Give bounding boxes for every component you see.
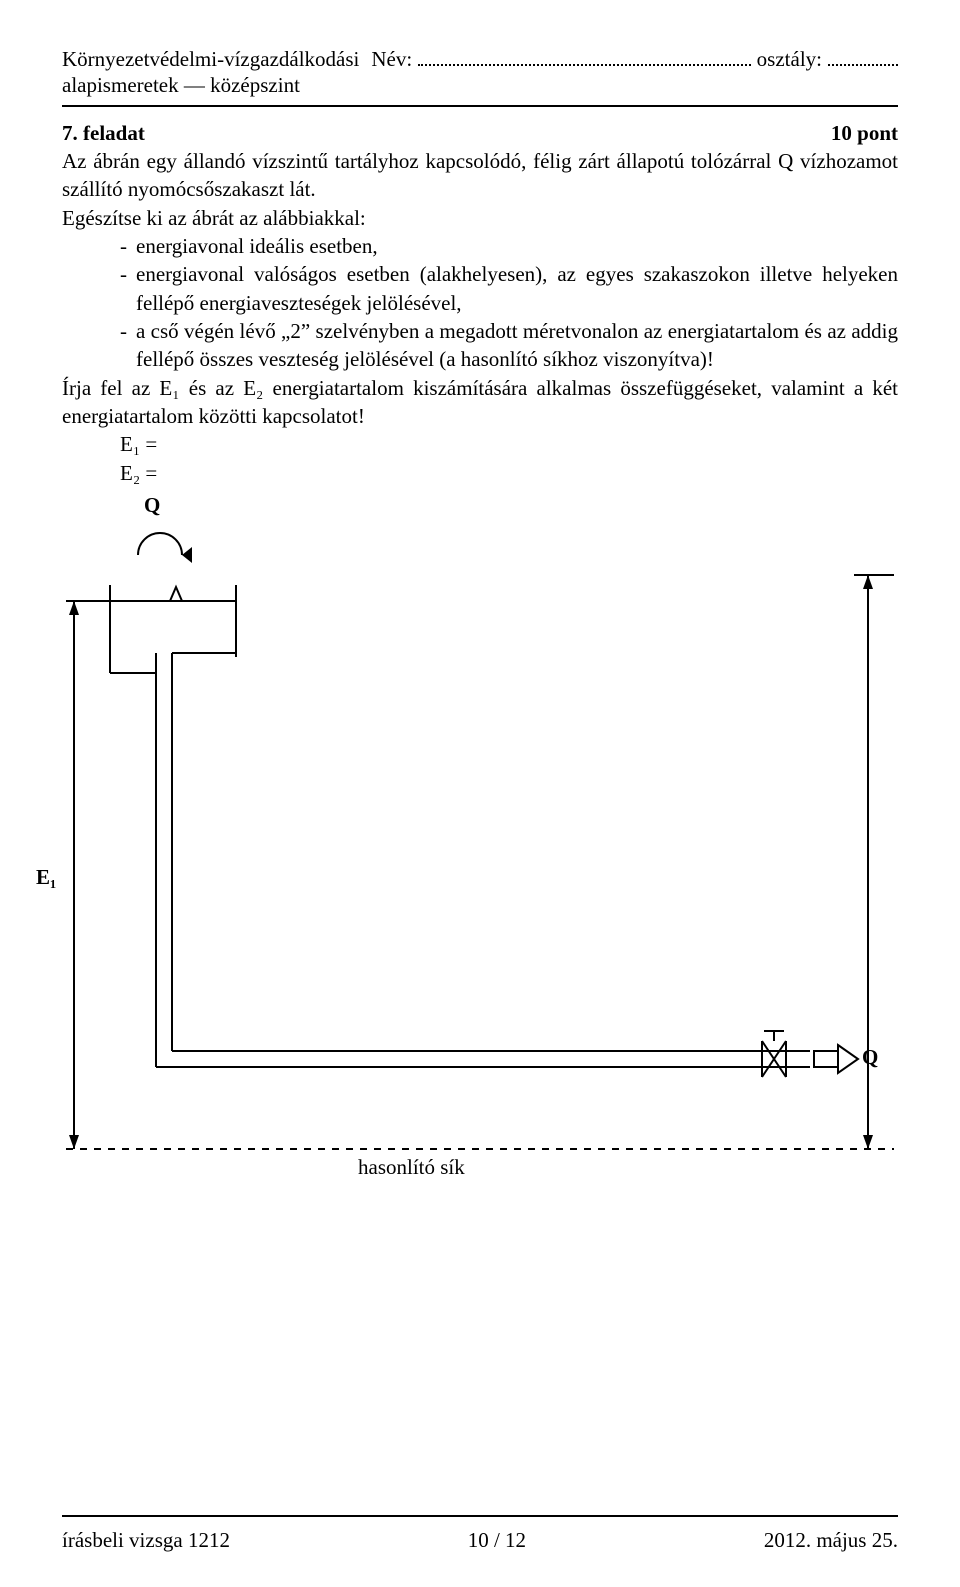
subject-line-2: alapismeretek — középszint — [62, 72, 359, 98]
bullet-item: - a cső végén lévő „2” szelvényben a meg… — [120, 317, 898, 374]
pipe-diagram-svg — [66, 493, 894, 1223]
name-dotted-line[interactable] — [418, 47, 750, 66]
subject-line-1: Környezetvédelmi-vízgazdálkodási — [62, 46, 359, 72]
task-header: 7. feladat 10 pont — [62, 119, 898, 147]
header-rule — [62, 105, 898, 107]
footer-center: 10 / 12 — [468, 1528, 526, 1553]
footer-left: írásbeli vizsga 1212 — [62, 1528, 230, 1553]
name-label: Név: — [371, 46, 412, 72]
equation-e2: E₂ = — [120, 459, 898, 487]
task-bullets: - energiavonal ideális esetben, - energi… — [62, 232, 898, 374]
page: Környezetvédelmi-vízgazdálkodási alapism… — [0, 0, 960, 1587]
bullet-item: - energiavonal ideális esetben, — [120, 232, 898, 260]
bullet-dash-icon: - — [120, 317, 136, 374]
task-points: 10 pont — [831, 119, 898, 147]
page-footer: írásbeli vizsga 1212 10 / 12 2012. május… — [62, 1528, 898, 1553]
bullet-text: energiavonal valóságos esetben (alakhely… — [136, 260, 898, 317]
footer-rule — [62, 1515, 898, 1517]
class-dotted-line[interactable] — [828, 47, 898, 66]
task-outro: Írja fel az E₁ és az E₂ energiatartalom … — [62, 374, 898, 431]
bullet-item: - energiavonal valóságos esetben (alakhe… — [120, 260, 898, 317]
task-number: 7. feladat — [62, 119, 145, 147]
equations-block: E₁ = E₂ = — [120, 430, 898, 487]
bullet-text: a cső végén lévő „2” szelvényben a megad… — [136, 317, 898, 374]
bullet-dash-icon: - — [120, 260, 136, 317]
task-instr-lead: Egészítse ki az ábrát az alábbiakkal: — [62, 204, 898, 232]
label-datum: hasonlító sík — [358, 1155, 465, 1180]
footer-right: 2012. május 25. — [764, 1528, 898, 1553]
label-e1: E₁ — [36, 865, 56, 890]
bullet-dash-icon: - — [120, 232, 136, 260]
pipe-diagram: Q Q E₁ hasonlító sík — [66, 493, 894, 1223]
subject-block: Környezetvédelmi-vízgazdálkodási alapism… — [62, 46, 371, 99]
label-q-top: Q — [144, 493, 160, 518]
name-class-block: Név: osztály: — [371, 46, 898, 72]
class-label: osztály: — [757, 46, 822, 72]
task-intro: Az ábrán egy állandó vízszintű tartályho… — [62, 147, 898, 204]
label-q-right: Q — [862, 1045, 878, 1070]
bullet-text: energiavonal ideális esetben, — [136, 232, 898, 260]
page-header: Környezetvédelmi-vízgazdálkodási alapism… — [62, 46, 898, 99]
equation-e1: E₁ = — [120, 430, 898, 458]
